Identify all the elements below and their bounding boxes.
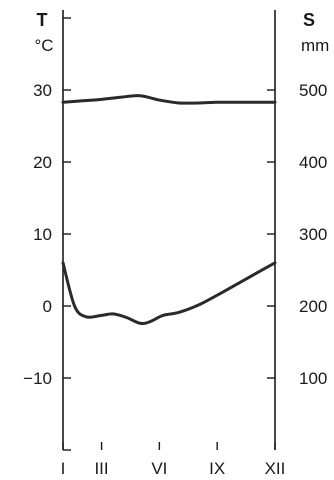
right-axis: 500 400 300 200 100 — [267, 10, 327, 450]
right-axis-tick-label: 500 — [299, 81, 327, 100]
x-axis-tick-label: III — [94, 459, 108, 478]
right-axis-title: S — [303, 10, 315, 30]
right-axis-tick-label: 300 — [299, 225, 327, 244]
x-axis-tick-label: XII — [265, 459, 286, 478]
left-axis-tick-label: 0 — [43, 297, 52, 316]
temperature-line — [61, 261, 277, 326]
left-axis: 30 20 10 0 −10 — [23, 10, 71, 451]
left-axis-tick-label: 20 — [33, 153, 52, 172]
right-axis-tick-label: 100 — [299, 369, 327, 388]
left-axis-unit: °C — [34, 36, 53, 55]
x-axis-tick-label: I — [61, 459, 66, 478]
left-axis-tick-label: 30 — [33, 81, 52, 100]
right-axis-unit: mm — [301, 36, 329, 55]
right-axis-tick-label: 400 — [299, 153, 327, 172]
x-axis-tick-label: IX — [209, 459, 225, 478]
left-axis-tick-label: 10 — [33, 225, 52, 244]
left-axis-tick-label: −10 — [23, 369, 52, 388]
series-lines — [61, 94, 277, 326]
right-axis-tick-label: 200 — [299, 297, 327, 316]
x-axis: I III VI IX XII — [61, 442, 286, 478]
precipitation-line — [61, 94, 277, 105]
x-axis-tick-label: VI — [151, 459, 167, 478]
left-axis-title: T — [37, 10, 48, 30]
